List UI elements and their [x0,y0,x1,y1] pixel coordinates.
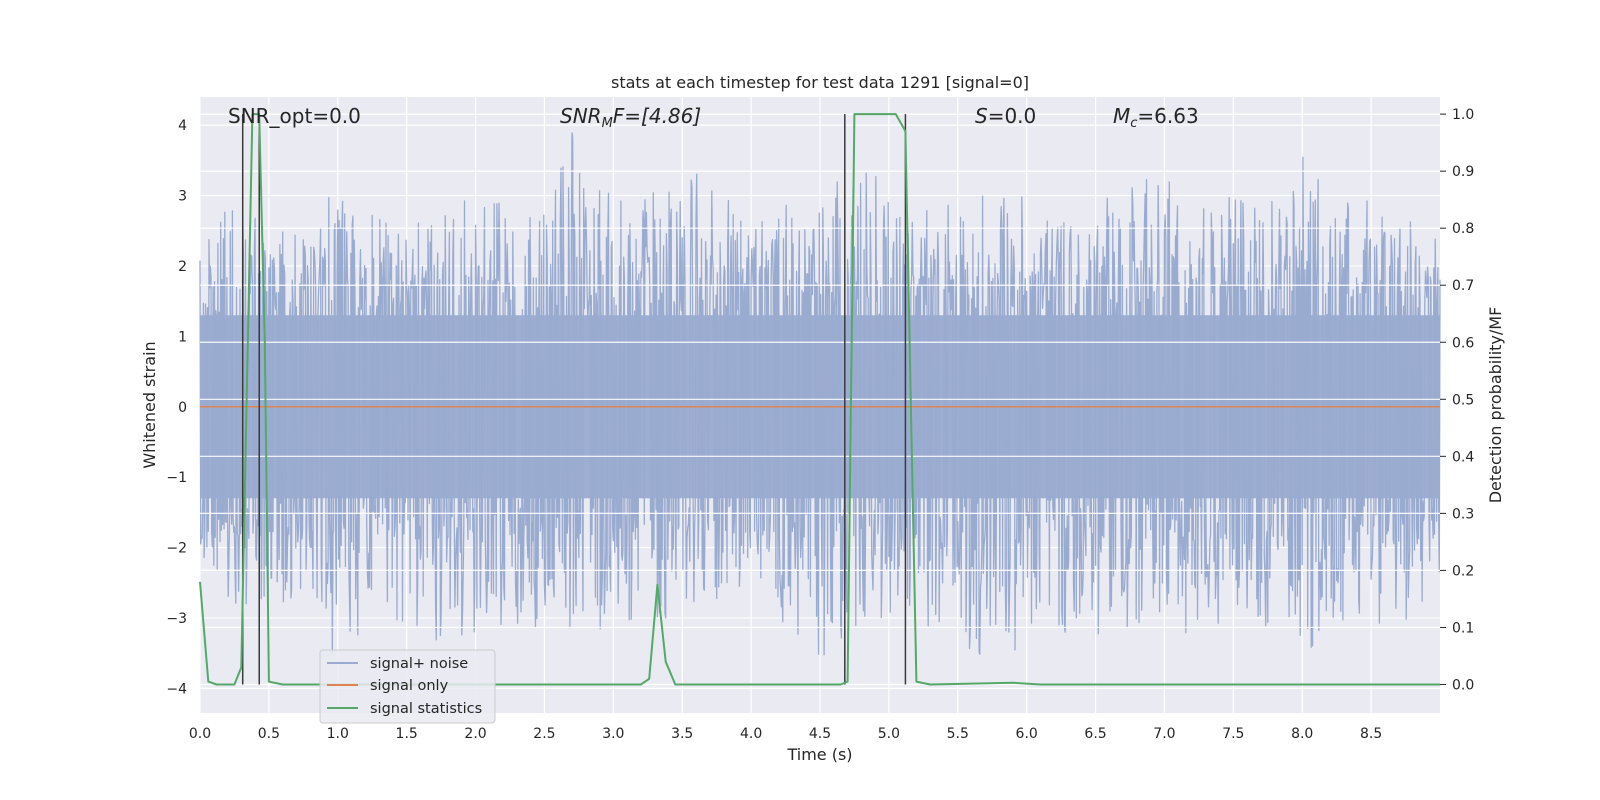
y-tick-label-0: 4 [178,118,187,134]
y-right-axis-label: Detection probability/MF [1486,307,1505,504]
y-right-tick-label-6: 0.4 [1452,449,1474,465]
x-tick-label-11: 5.5 [947,726,969,742]
y-tick-label-2: 2 [178,259,187,275]
y-right-tick-label-8: 0.2 [1452,563,1474,579]
x-tick-label-13: 6.5 [1084,726,1106,742]
annotation-snr-mf: SNRMF=[4.86] [560,104,701,131]
y-right-tick-label-1: 0.9 [1452,164,1474,180]
annotation-mc: Mc=6.63 [1113,104,1199,131]
x-tick-label-5: 2.5 [533,726,555,742]
y-right-tick-label-7: 0.3 [1452,506,1474,522]
x-tick-label-0: 0.0 [189,726,211,742]
x-tick-label-17: 8.5 [1360,726,1382,742]
x-tick-label-14: 7.0 [1153,726,1175,742]
y-right-tick-labels: 1.0 0.9 0.8 0.7 0.6 0.5 0.4 0.3 0.2 0.1 0.0 [1440,107,1474,693]
x-tick-label-3: 1.5 [396,726,418,742]
annotation-s: S=0.0 [975,104,1036,128]
y-tick-label-6: −2 [166,541,187,557]
chart-title: stats at each timestep for test data 129… [611,73,1029,92]
y-tick-label-1: 3 [178,189,187,205]
y-axis-label: Whitened strain [140,341,159,468]
y-tick-label-3: 1 [178,329,187,345]
legend-label-signal-noise: signal+ noise [370,656,468,672]
legend: signal+ noise signal only signal statist… [319,649,496,724]
x-tick-label-12: 6.0 [1016,726,1038,742]
x-tick-label-2: 1.0 [327,726,349,742]
y-tick-label-5: −1 [166,470,187,486]
legend-box [319,649,496,724]
y-right-tick-label-9: 0.1 [1452,620,1474,636]
y-right-tick-label-5: 0.5 [1452,392,1474,408]
y-right-tick-label-4: 0.6 [1452,335,1474,351]
y-tick-labels: 4 3 2 1 0 −1 −2 −3 −4 [166,118,187,697]
signal-statistics-series [199,113,1440,686]
y-right-tick-label-10: 0.0 [1452,677,1474,693]
y-right-tick-label-2: 0.8 [1452,221,1474,237]
y-tick-label-4: 0 [178,400,187,416]
y-right-tick-label-3: 0.7 [1452,278,1474,294]
x-tick-label-1: 0.5 [258,726,280,742]
x-tick-labels: 0.0 0.5 1.0 1.5 2.0 2.5 3.0 3.5 4.0 4.5 5.0 5.5 6.0 6… [189,726,1382,742]
x-axis-label: Time (s) [786,745,852,764]
x-tick-label-15: 7.5 [1222,726,1244,742]
x-tick-label-4: 2.0 [464,726,486,742]
x-tick-label-6: 3.0 [602,726,624,742]
legend-label-signal-statistics: signal statistics [370,701,482,717]
legend-label-signal-only: signal only [370,678,449,694]
noise-trace [199,132,1441,656]
x-tick-label-16: 8.0 [1291,726,1313,742]
x-tick-label-9: 4.5 [809,726,831,742]
x-tick-label-10: 5.0 [878,726,900,742]
y-tick-label-8: −4 [166,681,187,697]
annotation-snr-opt: SNR_opt=0.0 [228,104,361,128]
y-right-tick-label-0: 1.0 [1452,107,1474,123]
x-tick-label-7: 3.5 [671,726,693,742]
x-tick-label-8: 4.0 [740,726,762,742]
vertical-markers [241,114,907,685]
y-tick-label-7: −3 [166,611,187,627]
signal-statistics-line [199,113,1440,686]
